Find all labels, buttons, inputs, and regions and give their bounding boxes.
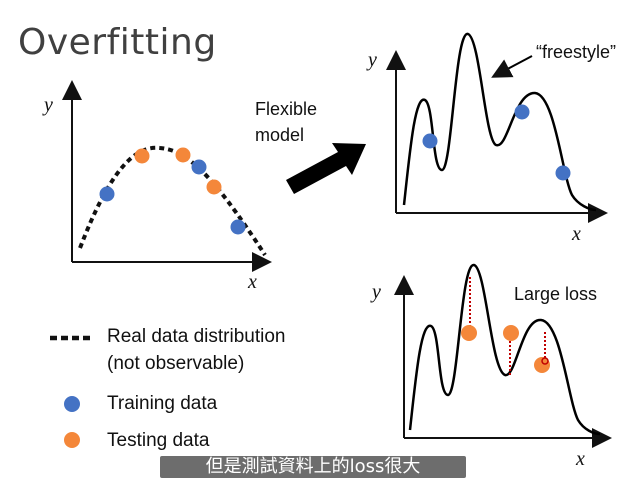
- legend-testing: Testing data: [107, 430, 210, 451]
- legend-training-dot: [64, 396, 80, 412]
- freestyle-label: “freestyle”: [536, 42, 617, 62]
- tr-x-label: x: [572, 223, 581, 245]
- br-y-label: y: [372, 281, 381, 303]
- legend-real-line2: (not observable): [107, 353, 245, 374]
- legend-training: Training data: [107, 393, 218, 414]
- large-loss-label: Large loss: [514, 284, 598, 304]
- left-training-point-1: [99, 186, 115, 202]
- left-testing-point-3: [206, 179, 222, 195]
- tr-training-point-1: [422, 133, 438, 149]
- br-x-label: x: [576, 448, 585, 470]
- left-testing-point-2: [175, 147, 191, 163]
- tr-freestyle-curve: [402, 32, 597, 212]
- video-subtitle: 但是測試資料上的loss很大: [160, 456, 466, 478]
- left-testing-point-1: [134, 148, 150, 164]
- br-testing-point-3: [534, 357, 550, 373]
- loss-marker: [541, 357, 549, 365]
- freestyle-pointer-arrow: [491, 55, 533, 78]
- left-plot: [62, 80, 272, 272]
- br-testing-point-2: [503, 325, 519, 341]
- left-y-label: y: [44, 94, 53, 116]
- legend-symbols: [50, 335, 92, 448]
- left-training-point-3: [230, 219, 246, 235]
- tr-training-point-3: [555, 165, 571, 181]
- legend-testing-dot: [64, 432, 80, 448]
- br-freestyle-curve: [408, 263, 601, 436]
- arrow-label-line2: model: [255, 125, 305, 145]
- br-testing-point-1: [461, 325, 477, 341]
- legend-real-line1: Real data distribution: [107, 326, 286, 347]
- flexible-model-arrow: [286, 143, 366, 194]
- tr-y-label: y: [368, 49, 377, 71]
- tr-training-point-2: [514, 104, 530, 120]
- left-training-point-2: [191, 159, 207, 175]
- slide-title: Overfitting: [18, 22, 217, 63]
- left-x-label: x: [248, 271, 257, 293]
- arrow-label: Flexible model: [255, 96, 317, 148]
- bottom-right-plot: [394, 263, 612, 448]
- arrow-label-line1: Flexible: [255, 99, 318, 119]
- top-right-plot: [386, 32, 608, 223]
